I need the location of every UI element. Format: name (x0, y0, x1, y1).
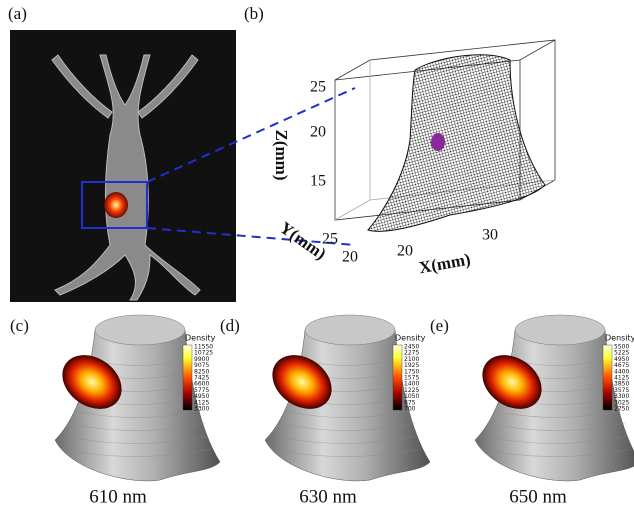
caption: 650 nm (509, 486, 567, 507)
colorbar (183, 345, 192, 410)
colorbar (393, 345, 402, 410)
reconstruction-panel: (c)Density115501072599009075825074256600… (10, 315, 220, 507)
panel-label: (d) (220, 316, 240, 335)
z-tick-label: 20 (310, 124, 326, 141)
figure: (a)(b)Z(mm)Y(mm)X(mm)15202520252030(c)De… (0, 0, 634, 516)
z-tick-label: 15 (310, 173, 326, 190)
panel-label: (e) (430, 316, 449, 335)
y-tick-label: 25 (322, 231, 338, 248)
reconstruction-panel: (d)Density245022752100192517501575140012… (220, 315, 430, 507)
reconstruction-panel: (e)Density550052254950467544004125385035… (430, 315, 634, 507)
axis-label: Z(mm) (272, 130, 291, 181)
x-tick-label: 30 (482, 227, 498, 244)
colorbar-tick-label: 700 (404, 406, 416, 413)
panel-label: (c) (10, 316, 29, 335)
surface-top (95, 315, 185, 345)
mesh-surface (368, 55, 545, 232)
y-tick-label: 20 (342, 249, 358, 266)
axis-label: X(mm) (418, 250, 472, 278)
colorbar-title: Density (185, 334, 216, 343)
z-tick-label: 25 (310, 79, 326, 96)
colorbar-title: Density (605, 334, 634, 343)
x-tick-label: 20 (397, 243, 413, 260)
colorbar-tick-label: 3300 (194, 406, 209, 413)
caption: 610 nm (89, 486, 147, 507)
surface-top (515, 315, 605, 345)
surface-top (305, 315, 395, 345)
panel-label: (a) (8, 4, 27, 23)
panel-label: (b) (244, 4, 264, 23)
colorbar-title: Density (395, 334, 426, 343)
colorbar-tick-label: 2750 (614, 406, 629, 413)
caption: 630 nm (299, 486, 357, 507)
colorbar (603, 345, 612, 410)
target (431, 133, 445, 151)
signal-spot (104, 192, 128, 218)
